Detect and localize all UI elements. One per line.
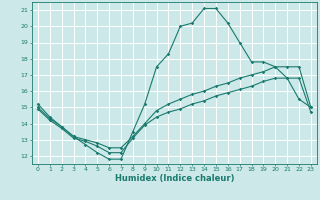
- X-axis label: Humidex (Indice chaleur): Humidex (Indice chaleur): [115, 174, 234, 183]
